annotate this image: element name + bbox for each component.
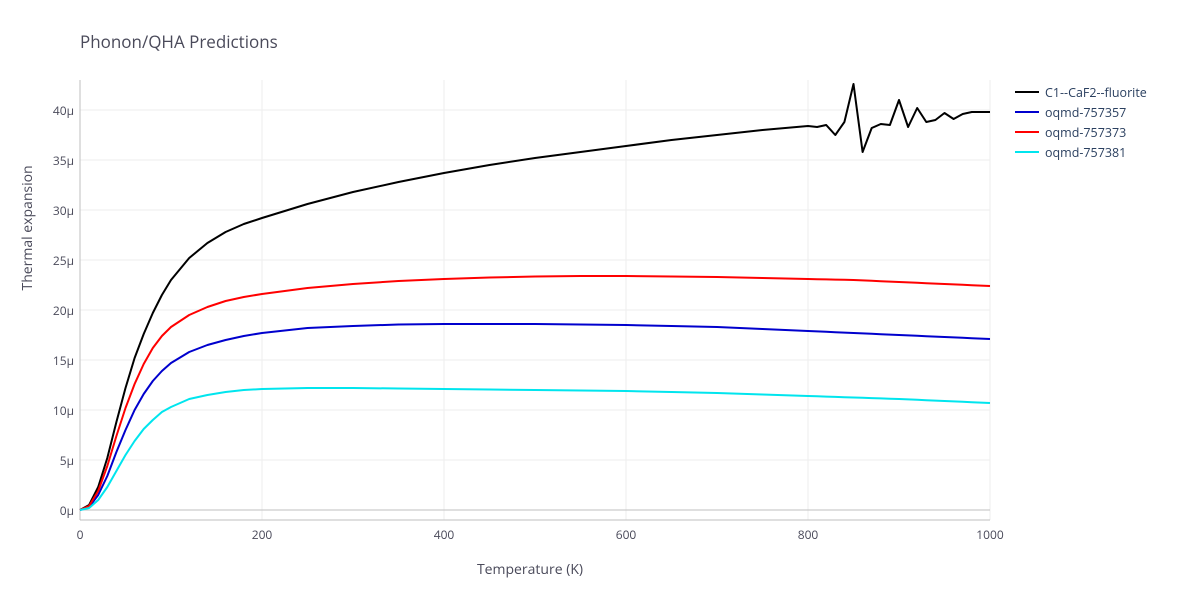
- plot-area[interactable]: [80, 80, 990, 520]
- plot-svg: [80, 80, 990, 520]
- y-tick-label: 20μ: [44, 302, 74, 319]
- legend-item[interactable]: C1--CaF2--fluorite: [1015, 82, 1147, 102]
- series-line[interactable]: [80, 324, 990, 510]
- legend-line-icon: [1015, 91, 1039, 93]
- x-axis-label: Temperature (K): [477, 560, 583, 579]
- y-tick-label: 15μ: [44, 352, 74, 369]
- series-line[interactable]: [80, 388, 990, 510]
- y-tick-label: 10μ: [44, 402, 74, 419]
- chart-title: Phonon/QHA Predictions: [80, 30, 278, 53]
- x-tick-label: 1000: [976, 526, 1003, 543]
- x-tick-label: 400: [434, 526, 455, 543]
- y-tick-label: 35μ: [44, 152, 74, 169]
- legend-item[interactable]: oqmd-757381: [1015, 142, 1147, 162]
- legend: C1--CaF2--fluorite oqmd-757357 oqmd-757373…: [1015, 82, 1147, 162]
- legend-line-icon: [1015, 151, 1039, 153]
- legend-line-icon: [1015, 131, 1039, 133]
- x-tick-label: 800: [798, 526, 819, 543]
- legend-item[interactable]: oqmd-757373: [1015, 122, 1147, 142]
- x-tick-label: 0: [77, 526, 84, 543]
- x-tick-label: 600: [616, 526, 637, 543]
- legend-item[interactable]: oqmd-757357: [1015, 102, 1147, 122]
- chart-container: Phonon/QHA Predictions Thermal expansion…: [0, 0, 1200, 600]
- x-tick-label: 200: [252, 526, 273, 543]
- legend-line-icon: [1015, 111, 1039, 113]
- legend-label: oqmd-757357: [1045, 104, 1126, 121]
- y-tick-label: 40μ: [44, 102, 74, 119]
- legend-label: C1--CaF2--fluorite: [1045, 84, 1147, 101]
- series-line[interactable]: [80, 84, 990, 510]
- y-tick-label: 30μ: [44, 202, 74, 219]
- legend-label: oqmd-757381: [1045, 144, 1126, 161]
- y-tick-label: 5μ: [44, 452, 74, 469]
- legend-label: oqmd-757373: [1045, 124, 1126, 141]
- y-axis-label: Thermal expansion: [18, 165, 37, 290]
- y-tick-label: 25μ: [44, 252, 74, 269]
- y-tick-label: 0μ: [44, 502, 74, 519]
